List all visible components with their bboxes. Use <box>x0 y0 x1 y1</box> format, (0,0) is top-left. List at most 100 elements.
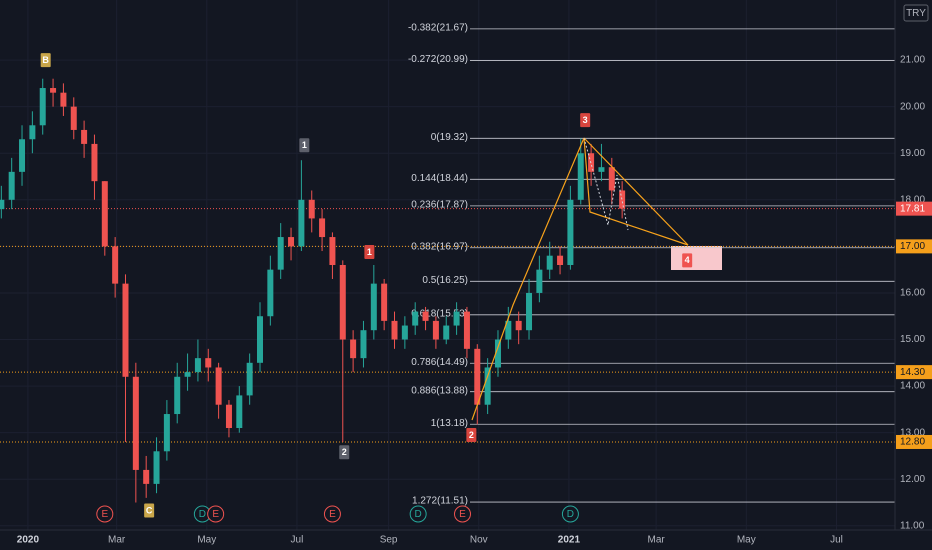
candle-body <box>0 199 5 210</box>
price-tag-label: 17.81 <box>900 203 925 214</box>
candle-body <box>132 376 139 470</box>
fib-label: 0.144(18.44) <box>411 173 468 184</box>
fib-label: 0.382(16.97) <box>411 241 468 252</box>
x-tick-label: 2020 <box>17 535 40 546</box>
y-tick-label: 12.00 <box>900 474 925 485</box>
fib-label: 0.5(16.25) <box>422 275 468 286</box>
candle-body <box>257 316 264 363</box>
wave-label: B <box>42 55 49 65</box>
x-tick-label: 2021 <box>558 535 581 546</box>
candle-body <box>101 181 108 247</box>
price-tag-label: 12.80 <box>900 437 925 448</box>
candle-body <box>536 269 543 293</box>
event-marker[interactable] <box>454 505 472 523</box>
candle-body <box>205 358 212 368</box>
wave-label: 1 <box>302 140 307 150</box>
fib-label: -0.382(21.67) <box>408 23 468 34</box>
x-tick-label: Jul <box>830 535 843 546</box>
x-tick-label: Nov <box>470 535 488 546</box>
event-marker[interactable] <box>561 505 579 523</box>
candle-body <box>194 358 201 373</box>
pattern-upper <box>583 137 689 246</box>
candle-body <box>567 199 574 265</box>
candles <box>0 78 626 503</box>
wave-label-box <box>580 113 591 128</box>
pattern-leg <box>471 137 585 421</box>
candle-body <box>163 414 170 452</box>
candle-body <box>246 362 253 396</box>
candle-body <box>298 199 305 247</box>
event-label: E <box>101 509 108 520</box>
y-tick-label: 16.00 <box>900 288 925 299</box>
price-tag <box>896 434 932 449</box>
currency[interactable]: TRY <box>906 8 926 19</box>
fib-levels: -0.382(21.67) -0.272(20.99) 0(19.32) 0.144(… <box>408 23 895 507</box>
candle-body <box>577 153 584 200</box>
fib-label: 0(19.32) <box>431 132 468 143</box>
price-lines <box>0 208 895 443</box>
wave-label: 4 <box>685 255 690 265</box>
candle-body <box>350 339 357 359</box>
projection <box>583 137 629 231</box>
candle-body <box>339 265 346 340</box>
event-label: D <box>415 509 422 520</box>
candle-body <box>39 88 46 126</box>
candle-body <box>484 367 491 405</box>
candle-body <box>391 320 398 340</box>
candle-body <box>143 469 150 484</box>
fib-label: -0.272(20.99) <box>408 54 468 65</box>
candle-body <box>329 237 336 265</box>
candle-body <box>526 292 533 331</box>
candle-body <box>308 199 315 219</box>
candle-body <box>505 320 512 340</box>
candle-body <box>91 143 98 182</box>
y-tick-label: 11.00 <box>900 520 925 531</box>
target-zone <box>671 246 722 270</box>
price-tag <box>896 201 932 216</box>
y-tick-label: 15.00 <box>900 334 925 345</box>
wave-label-box <box>299 138 310 153</box>
candle-body <box>215 367 222 405</box>
candle-body <box>174 376 181 415</box>
event-marker[interactable] <box>323 505 341 523</box>
y-tick-label: 14.00 <box>900 381 925 392</box>
candle-body <box>401 325 408 340</box>
x-tick-label: Mar <box>648 535 666 546</box>
wave-label-box <box>466 427 477 442</box>
candle-body <box>19 139 26 172</box>
y-tick-label: 13.00 <box>900 427 925 438</box>
price-tag-label: 14.30 <box>900 367 925 378</box>
event-marker[interactable] <box>409 505 427 523</box>
fib-label: 0.786(14.49) <box>411 357 468 368</box>
price-tag-label: 17.00 <box>900 241 925 252</box>
wave-label: C <box>146 505 153 515</box>
candle-body <box>288 237 295 247</box>
price-tag <box>896 365 932 380</box>
y-tick-label: 18.00 <box>900 194 925 205</box>
wave-label-box <box>40 53 51 68</box>
candle-body <box>546 255 553 270</box>
candle-body <box>360 330 367 359</box>
grid <box>0 0 895 530</box>
candle-body <box>432 320 439 340</box>
x-tick-label: Mar <box>108 535 126 546</box>
wave-label: 2 <box>342 447 347 457</box>
candle-body <box>70 106 77 130</box>
event-marker[interactable] <box>207 505 225 523</box>
wave-label: 2 <box>469 430 474 440</box>
wave-label: 1 <box>367 247 372 257</box>
candle-body <box>474 348 481 405</box>
wave-label-box <box>144 503 155 518</box>
candle-body <box>608 167 615 191</box>
axes: 11.00 12.00 13.00 14.00 15.00 16.00 17.00 18.00… <box>17 55 932 546</box>
candle-body <box>225 404 232 429</box>
event-marker[interactable] <box>96 505 114 523</box>
candle-body <box>370 283 377 331</box>
candle-body <box>494 339 501 368</box>
event-label: E <box>329 509 336 520</box>
currency-box[interactable] <box>903 4 929 22</box>
y-tick-label: 19.00 <box>900 148 925 159</box>
x-tick-label: May <box>197 535 216 546</box>
x-tick-label: May <box>737 535 756 546</box>
